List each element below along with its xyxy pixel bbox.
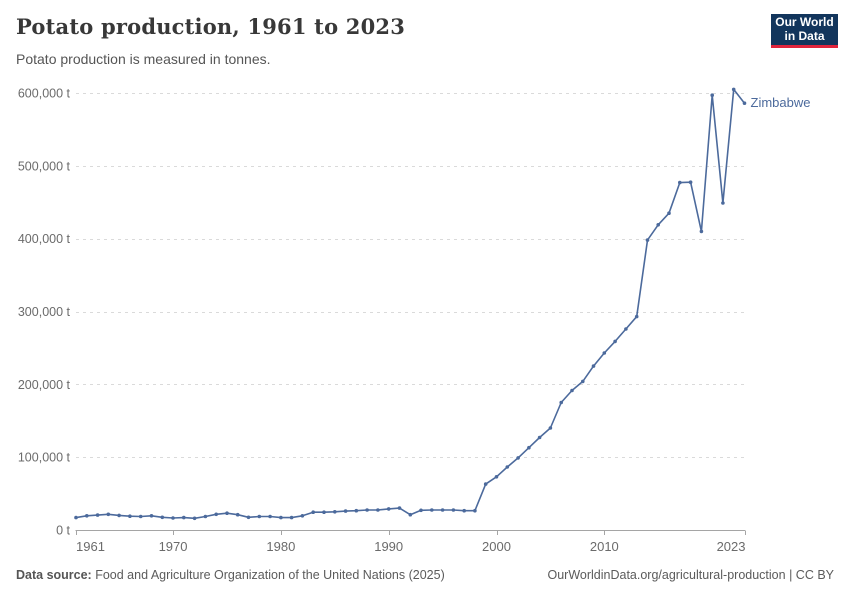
chart-footer: Data source: Food and Agriculture Organi… — [16, 568, 834, 582]
data-point[interactable] — [494, 475, 499, 479]
y-tick-label: 400,000 t — [18, 232, 71, 246]
data-point[interactable] — [225, 511, 229, 515]
data-point[interactable] — [182, 515, 186, 520]
data-point[interactable] — [160, 515, 165, 520]
data-point[interactable] — [289, 515, 294, 520]
data-point[interactable] — [721, 201, 725, 205]
data-point[interactable] — [430, 508, 434, 512]
x-tick-label: 2000 — [482, 539, 511, 554]
data-point[interactable] — [656, 223, 660, 227]
data-point[interactable] — [376, 508, 380, 512]
data-point[interactable] — [397, 506, 402, 510]
data-point[interactable] — [742, 101, 747, 105]
footer-separator: | — [789, 568, 793, 582]
x-tick-label: 2023 — [717, 539, 746, 554]
entity-label-zimbabwe[interactable]: Zimbabwe — [751, 95, 811, 110]
data-point[interactable] — [354, 508, 359, 513]
y-tick-label: 200,000 t — [18, 378, 71, 392]
x-tick-label: 1990 — [374, 539, 403, 554]
footer-right: OurWorldinData.org/agricultural-producti… — [548, 568, 835, 582]
data-point[interactable] — [300, 514, 305, 518]
y-tick-label: 600,000 t — [18, 87, 71, 101]
data-point[interactable] — [203, 514, 208, 519]
data-point[interactable] — [678, 180, 682, 185]
data-point[interactable] — [138, 514, 143, 519]
data-source-value: Food and Agriculture Organization of the… — [95, 568, 445, 582]
data-series-line[interactable] — [75, 88, 746, 520]
data-point[interactable] — [279, 515, 283, 520]
owid-logo-line2: in Data — [784, 29, 825, 43]
data-point[interactable] — [634, 314, 639, 319]
data-point[interactable] — [473, 508, 477, 513]
data-point[interactable] — [462, 508, 467, 513]
data-point[interactable] — [527, 445, 531, 450]
data-point[interactable] — [408, 512, 413, 517]
data-point[interactable] — [548, 426, 553, 430]
data-point[interactable] — [365, 508, 369, 512]
data-point[interactable] — [440, 508, 445, 512]
data-point[interactable] — [106, 512, 111, 517]
data-point[interactable] — [602, 351, 607, 355]
y-tick-label: 100,000 t — [18, 451, 71, 465]
data-point[interactable] — [505, 465, 510, 469]
data-source-note: Data source: Food and Agriculture Organi… — [16, 568, 445, 582]
data-point[interactable] — [731, 87, 736, 92]
data-point[interactable] — [192, 516, 197, 521]
chart-title: Potato production, 1961 to 2023 — [16, 14, 406, 39]
y-tick-label: 500,000 t — [18, 159, 71, 173]
owid-logo-line1: Our World — [775, 15, 834, 29]
data-point[interactable] — [235, 512, 240, 517]
data-point[interactable] — [591, 364, 596, 368]
data-point[interactable] — [613, 339, 617, 344]
data-point[interactable] — [699, 229, 704, 234]
x-tick-label: 1970 — [159, 539, 188, 554]
data-point[interactable] — [95, 513, 100, 517]
data-source-label: Data source: — [16, 568, 92, 582]
data-point[interactable] — [268, 514, 272, 519]
data-point[interactable] — [645, 238, 650, 242]
data-point[interactable] — [343, 509, 348, 513]
data-point[interactable] — [333, 510, 337, 514]
data-point[interactable] — [171, 516, 175, 520]
x-tick-label: 1980 — [266, 539, 295, 554]
chart-subtitle: Potato production is measured in tonnes. — [16, 51, 271, 67]
data-point[interactable] — [559, 400, 563, 405]
data-point[interactable] — [322, 510, 326, 514]
data-point[interactable] — [246, 515, 251, 520]
data-point[interactable] — [624, 327, 628, 331]
data-point[interactable] — [537, 435, 542, 440]
data-point[interactable] — [311, 510, 316, 514]
y-tick-label: 0 t — [56, 524, 70, 538]
data-point[interactable] — [667, 211, 671, 215]
data-point[interactable] — [451, 508, 456, 512]
data-point[interactable] — [257, 514, 262, 519]
data-point[interactable] — [149, 514, 154, 518]
data-point[interactable] — [386, 507, 391, 511]
data-point[interactable] — [85, 514, 89, 518]
data-point[interactable] — [214, 512, 218, 517]
data-point[interactable] — [128, 514, 132, 518]
data-point[interactable] — [581, 379, 585, 384]
data-point[interactable] — [516, 456, 520, 460]
owid-url-link[interactable]: OurWorldinData.org/agricultural-producti… — [547, 568, 786, 582]
data-point[interactable] — [688, 180, 693, 184]
license-label: CC BY — [795, 568, 834, 582]
data-point[interactable] — [74, 515, 78, 520]
data-point[interactable] — [710, 93, 714, 97]
data-point[interactable] — [117, 513, 121, 518]
data-point[interactable] — [483, 482, 488, 486]
x-tick-label: 2010 — [590, 539, 619, 554]
data-point[interactable] — [419, 508, 423, 513]
data-point[interactable] — [570, 388, 574, 393]
owid-logo[interactable]: Our World in Data — [771, 14, 838, 48]
y-tick-label: 300,000 t — [18, 305, 71, 319]
x-tick-label: 1961 — [76, 539, 105, 554]
